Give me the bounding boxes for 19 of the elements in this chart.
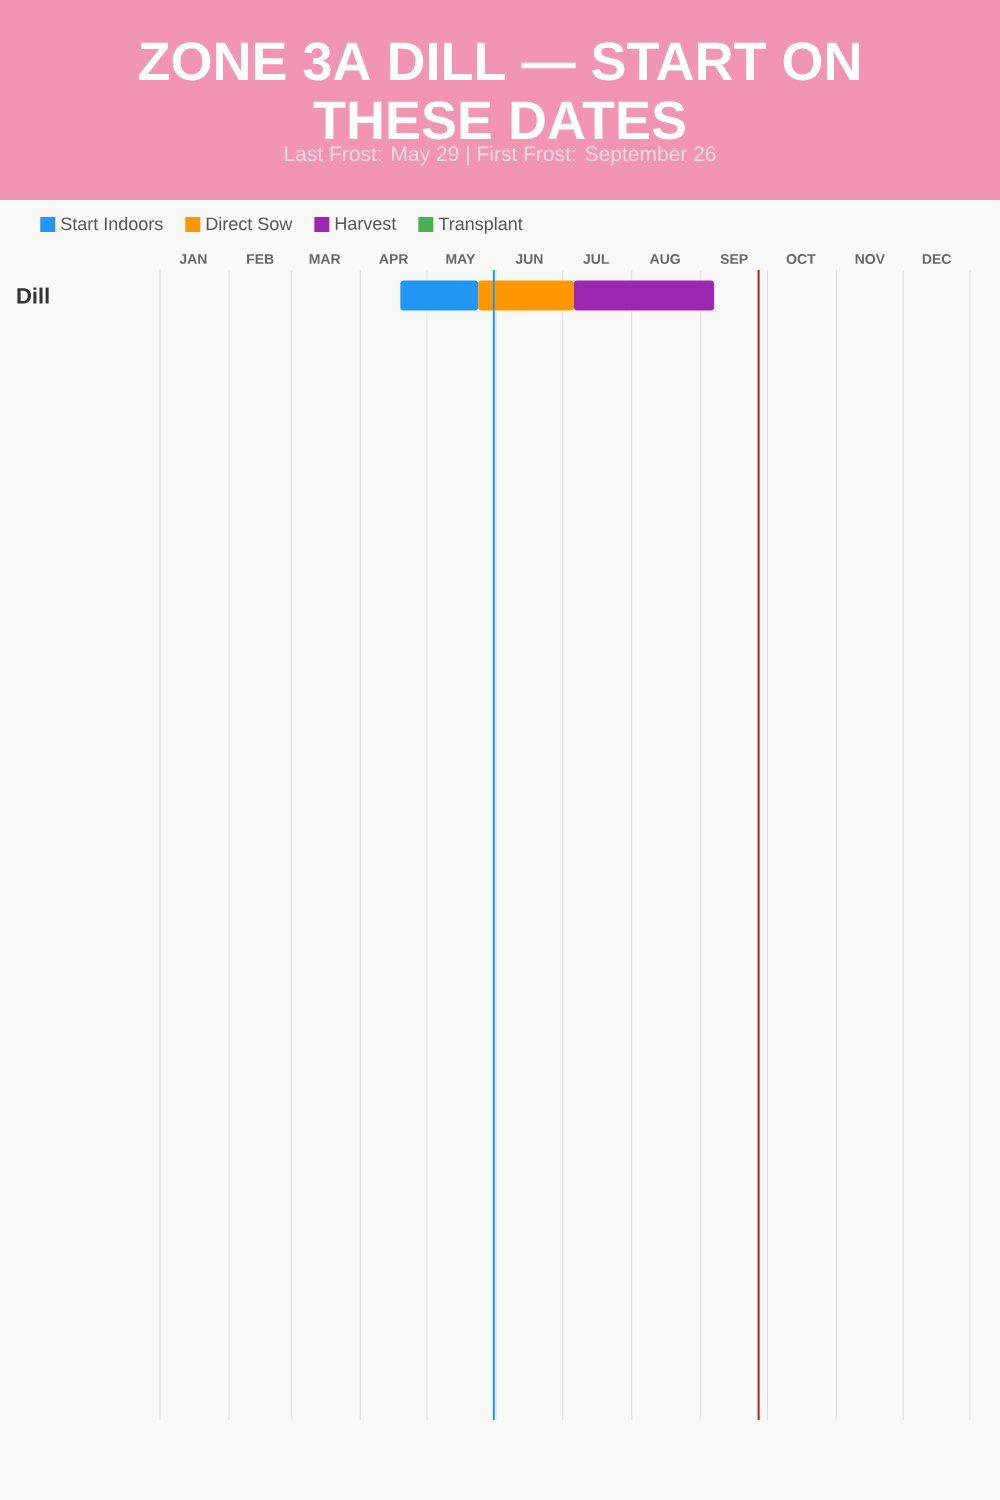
legend-label: Transplant — [438, 216, 523, 234]
chart-title: ZONE 3A DILL — START ON THESE DATES — [139, 42, 859, 140]
x-tick-label: MAY — [446, 254, 476, 264]
legend-label: Direct Sow — [206, 216, 293, 231]
x-tick-label: JUL — [583, 254, 609, 264]
x-tick-label: OCT — [786, 254, 816, 264]
x-tick-label: AUG — [649, 254, 680, 264]
legend-label: Start Indoors — [61, 216, 163, 231]
x-tick-label: FEB — [247, 254, 274, 264]
x-tick-label: DEC — [922, 254, 952, 264]
x-tick-label: APR — [379, 254, 409, 264]
chart-subtitle: Last Frost: May 29 | First Frost: September 26 — [285, 145, 716, 166]
x-tick-label: JUN — [515, 254, 543, 264]
x-tick-label: SEP — [720, 254, 748, 264]
x-tick-label: NOV — [855, 254, 885, 264]
x-tick-label: JAN — [179, 254, 207, 264]
legend-label: Harvest — [335, 217, 397, 230]
y-tick-label: Dill — [17, 287, 49, 304]
x-tick-label: MAR — [309, 254, 341, 264]
